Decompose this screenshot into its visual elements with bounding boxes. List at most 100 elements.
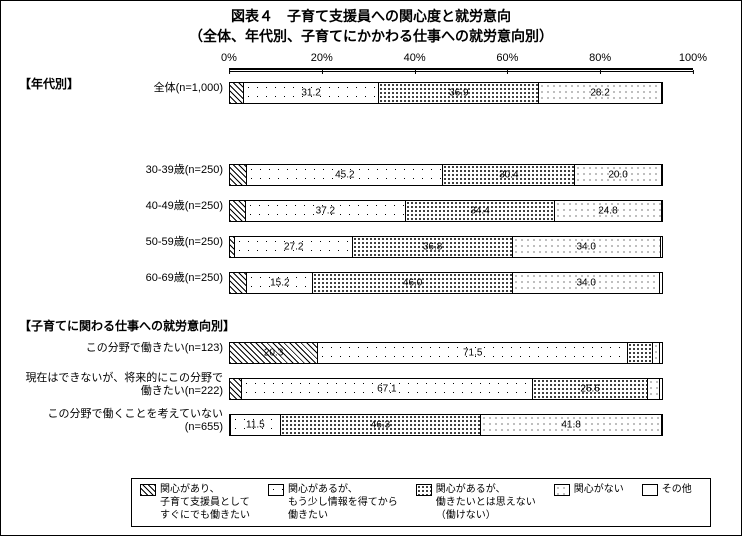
bar-segment: 0.8 — [659, 272, 662, 294]
chart-frame: 図表４ 子育て支援員への関心度と就労意向 （全体、年代別、子育てにかかわる仕事へ… — [0, 0, 742, 536]
bar-segment: 67.1 — [241, 378, 532, 400]
legend-item: 関心があるが、 もう少し情報を得てから 働きたい — [268, 483, 398, 522]
bar-segment: 26.6 — [532, 378, 647, 400]
segment-value: 11.5 — [246, 420, 265, 431]
axis-tick: 100% — [679, 52, 707, 64]
bar-segment: 20.3 — [229, 342, 317, 364]
bar-segment: 3.2 — [229, 82, 243, 104]
bar-segment: 30.4 — [442, 164, 574, 186]
bar-row: この分野で働くことを考えていない(n=655)0.211.546.341.80.… — [229, 414, 663, 436]
bar-row: 全体(n=1,000)3.231.236.928.20.5 — [229, 82, 663, 104]
bar-segment: 46.3 — [280, 414, 480, 436]
section-label: 【子育てに関わる仕事への就労意向別】 — [19, 317, 235, 334]
segment-value: 46.3 — [371, 420, 390, 431]
bar-segment: 28.2 — [538, 82, 660, 104]
legend-item: その他 — [642, 483, 692, 522]
x-axis: 0%20%40%60%80%100% — [229, 52, 693, 76]
segment-value: 15.2 — [270, 278, 289, 289]
bar-segment: 0.3 — [661, 414, 663, 436]
bar-row: 50-59歳(n=250)1.227.236.834.00.8 — [229, 236, 663, 258]
legend-item: 関心があり、 子育て支援員として すぐにでも働きたい — [140, 483, 250, 522]
bar-segment: 0.8 — [659, 342, 662, 364]
bar-segment: 34.4 — [405, 200, 554, 222]
chart-title: 図表４ 子育て支援員への関心度と就労意向 （全体、年代別、子育てにかかわる仕事へ… — [19, 7, 723, 46]
bar-segment: 0.5 — [661, 82, 663, 104]
bar-segment: 1.6 — [652, 342, 659, 364]
legend-label: その他 — [662, 483, 692, 496]
bar-segment: 0.0 — [661, 200, 663, 222]
segment-value: 34.0 — [576, 278, 595, 289]
bar-row: 30-39歳(n=250)4.045.230.420.00.4 — [229, 164, 663, 186]
bar-segment: 36.8 — [352, 236, 512, 258]
axis-tick: 80% — [589, 52, 611, 64]
legend-swatch — [416, 484, 432, 496]
stacked-bar: 0.211.546.341.80.3 — [229, 414, 663, 436]
bar-segment: 45.2 — [246, 164, 442, 186]
segment-value: 34.4 — [470, 206, 489, 217]
bar-segment: 24.8 — [554, 200, 661, 222]
stacked-bar: 3.637.2 34.4 24.8 0.0 — [229, 200, 663, 222]
legend-item: 関心があるが、 働きたいとは思えない （働けない） — [416, 483, 536, 522]
legend: 関心があり、 子育て支援員として すぐにでも働きたい関心があるが、 もう少し情報… — [131, 478, 711, 527]
axis-tick: 40% — [404, 52, 426, 64]
bar-segment: 0.9 — [659, 378, 663, 400]
stacked-bar: 4.0 45.2 30.4 20.0 0.4 — [229, 164, 663, 186]
segment-value: 28.2 — [590, 88, 609, 99]
bar-segment: 27.2 — [234, 236, 352, 258]
stacked-bar: 2.767.126.62.70.9 — [229, 378, 663, 400]
segment-value: 67.1 — [377, 384, 396, 395]
legend-item: 関心がない — [554, 483, 624, 522]
bar-segment: 0.4 — [661, 164, 663, 186]
segment-value: 36.9 — [449, 88, 468, 99]
segment-value: 41.8 — [561, 420, 580, 431]
axis-tick: 0% — [221, 52, 237, 64]
segment-value: 31.2 — [301, 88, 320, 99]
legend-swatch — [642, 484, 658, 496]
title-line2: （全体、年代別、子育てにかかわる仕事への就労意向別） — [19, 27, 723, 47]
bar-segment: 36.9 — [378, 82, 538, 104]
axis-line — [229, 68, 693, 72]
bar-segment: 4.0 — [229, 164, 246, 186]
axis-tick: 60% — [496, 52, 518, 64]
bar-segment: 2.7 — [647, 378, 659, 400]
title-line1: 図表４ 子育て支援員への関心度と就労意向 — [19, 7, 723, 27]
bar-segment: 5.7 — [627, 342, 652, 364]
bar-segment: 46.0 — [312, 272, 512, 294]
row-label: 30-39歳(n=250) — [146, 164, 223, 177]
bar-row: 40-49歳(n=250)3.637.234.424.80.0 — [229, 200, 663, 222]
bar-segment: 4.0 — [229, 272, 246, 294]
chart-area: 0%20%40%60%80%100% 全体(n=1,000)3.231.236.… — [229, 52, 693, 452]
bar-segment: 71.5 — [317, 342, 627, 364]
bar-row: この分野で働きたい(n=123)20.371.55.71.60.8 — [229, 342, 663, 364]
row-label: 50-59歳(n=250) — [146, 236, 223, 249]
bar-segment: 41.8 — [480, 414, 661, 436]
bar-segment: 0.8 — [660, 236, 663, 258]
bar-segment: 20.0 — [574, 164, 661, 186]
row-label: この分野で働きたい(n=123) — [86, 342, 223, 355]
legend-swatch — [268, 484, 284, 496]
bar-row: 60-69歳(n=250)4.015.246.034.00.8 — [229, 272, 663, 294]
segment-value: 36.8 — [423, 242, 442, 253]
legend-swatch — [140, 484, 156, 496]
segment-value: 26.6 — [580, 384, 599, 395]
bar-segment: 31.2 — [243, 82, 378, 104]
bar-segment: 37.2 — [245, 200, 406, 222]
bar-segment: 34.0 — [512, 236, 660, 258]
segment-value: 71.5 — [463, 348, 482, 359]
bar-segment: 2.7 — [229, 378, 241, 400]
row-label: 60-69歳(n=250) — [146, 272, 223, 285]
legend-label: 関心があり、 子育て支援員として すぐにでも働きたい — [160, 483, 250, 522]
stacked-bar: 1.227.236.834.00.8 — [229, 236, 663, 258]
segment-value: 34.0 — [576, 242, 595, 253]
segment-value: 20.0 — [608, 170, 627, 181]
segment-value: 27.2 — [284, 242, 303, 253]
segment-value: 20.3 — [264, 348, 283, 359]
stacked-bar: 4.0 15.2 46.0 34.0 0.8 — [229, 272, 663, 294]
segment-value: 24.8 — [598, 206, 617, 217]
bar-segment: 11.5 — [230, 414, 280, 436]
segment-value: 30.4 — [499, 170, 518, 181]
bar-segment: 3.6 — [229, 200, 245, 222]
segment-value: 45.2 — [335, 170, 354, 181]
section-label: 【年代別】 — [19, 75, 79, 92]
legend-swatch — [554, 484, 570, 496]
